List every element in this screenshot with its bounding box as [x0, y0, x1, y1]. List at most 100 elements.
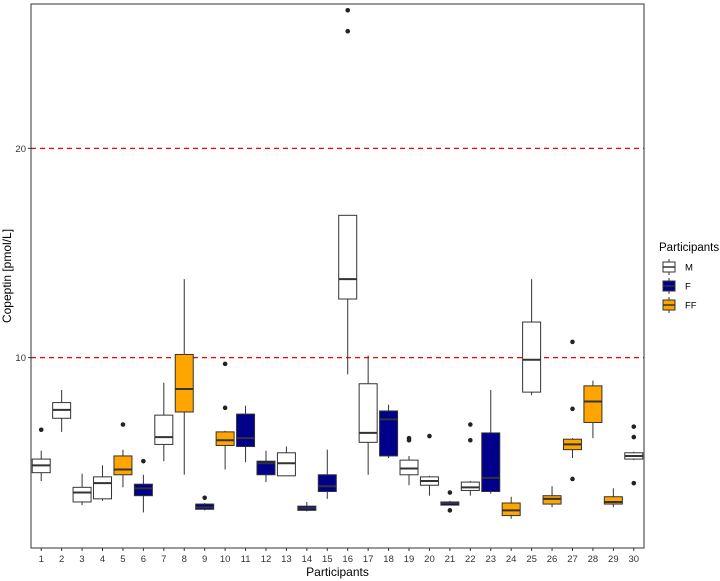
y-axis: 10 20 [15, 144, 31, 364]
box-body [542, 495, 562, 505]
box-body [93, 476, 113, 500]
box-body [317, 474, 337, 493]
box-body [603, 496, 623, 505]
box-2 [52, 390, 72, 432]
legend-item-m: M [661, 259, 693, 275]
box-24 [501, 496, 521, 519]
box-22 [460, 422, 480, 496]
box-body [236, 413, 256, 448]
outlier-point [631, 480, 637, 486]
box-body [460, 481, 480, 491]
x-tick-label: 24 [506, 554, 517, 565]
box-body [501, 502, 521, 517]
box-9 [195, 495, 215, 511]
outlier-point [447, 508, 453, 513]
box-body [338, 214, 358, 300]
legend-label: F [685, 282, 691, 293]
x-tick-label: 12 [261, 554, 272, 565]
x-tick-label: 22 [465, 554, 476, 565]
box-29 [603, 488, 623, 508]
box-body [256, 460, 276, 476]
x-tick-label: 16 [342, 554, 353, 565]
x-tick-label: 27 [567, 554, 578, 565]
outlier-point [345, 28, 351, 34]
box-body [481, 432, 501, 493]
x-tick-label: 8 [182, 554, 187, 565]
x-axis: 1 2 3 4 5 6 7 8 9 10 11 12 13 14 15 16 17 18 19 20 21 22 23 24 2… [39, 548, 639, 565]
legend-item-ff: FF [661, 297, 697, 313]
x-tick-label: 3 [79, 554, 84, 565]
outlier-point [120, 422, 126, 427]
y-tick-label: 10 [15, 353, 26, 364]
box-series [31, 7, 644, 519]
box-4 [93, 465, 113, 501]
outlier-point [447, 490, 453, 495]
box-13 [276, 446, 296, 477]
legend-label: FF [685, 301, 697, 312]
outlier-point [570, 476, 575, 482]
box-8 [174, 279, 194, 475]
x-axis-title: Participants [306, 565, 369, 579]
box-27 [562, 339, 582, 482]
outlier-point [222, 361, 228, 367]
box-body [276, 452, 296, 477]
box-1 [31, 427, 51, 482]
x-tick-label: 5 [120, 554, 125, 565]
reference-lines [31, 147, 644, 359]
x-tick-label: 9 [202, 554, 207, 565]
box-body [379, 410, 399, 457]
outlier-point [468, 437, 473, 443]
outlier-point [222, 405, 228, 411]
box-body [583, 385, 603, 423]
x-tick-label: 18 [383, 554, 394, 565]
x-tick-label: 28 [588, 554, 599, 565]
box-body [358, 383, 378, 443]
box-19 [399, 435, 419, 486]
x-tick-label: 15 [322, 554, 333, 565]
plot-panel-border [30, 3, 645, 549]
x-tick-label: 1 [39, 554, 44, 565]
box-30 [624, 424, 644, 486]
x-tick-label: 19 [404, 554, 415, 565]
box-11 [236, 405, 256, 463]
x-tick-label: 7 [161, 554, 166, 565]
box-body [113, 455, 133, 476]
x-tick-label: 6 [141, 554, 146, 565]
outlier-point [631, 434, 637, 440]
box-17 [358, 355, 378, 475]
x-tick-label: 10 [220, 554, 231, 565]
outlier-point [406, 435, 412, 441]
box-6 [133, 458, 153, 513]
y-axis-title: Copeptin [pmol/L] [0, 229, 14, 323]
box-body [215, 431, 235, 446]
outlier-point [345, 7, 351, 13]
box-5 [113, 422, 133, 488]
box-23 [481, 390, 501, 494]
box-7 [154, 382, 174, 462]
box-15 [317, 449, 337, 499]
box-3 [72, 473, 92, 506]
x-tick-label: 17 [363, 554, 374, 565]
x-tick-label: 21 [445, 554, 456, 565]
box-10 [215, 361, 235, 470]
box-21 [440, 490, 460, 513]
x-tick-label: 11 [241, 554, 251, 565]
box-28 [583, 380, 603, 439]
box-body [522, 321, 542, 393]
legend-item-f: F [661, 278, 691, 294]
x-tick-label: 23 [485, 554, 496, 565]
outlier-point [570, 406, 575, 412]
x-tick-label: 20 [424, 554, 435, 565]
box-18 [379, 404, 399, 459]
box-body [399, 459, 419, 476]
x-tick-label: 14 [302, 554, 313, 565]
outlier-point [202, 495, 207, 501]
outlier-point [38, 427, 44, 433]
x-tick-label: 26 [547, 554, 558, 565]
box-16 [338, 7, 358, 375]
box-body [174, 353, 194, 413]
outlier-point [141, 458, 146, 464]
